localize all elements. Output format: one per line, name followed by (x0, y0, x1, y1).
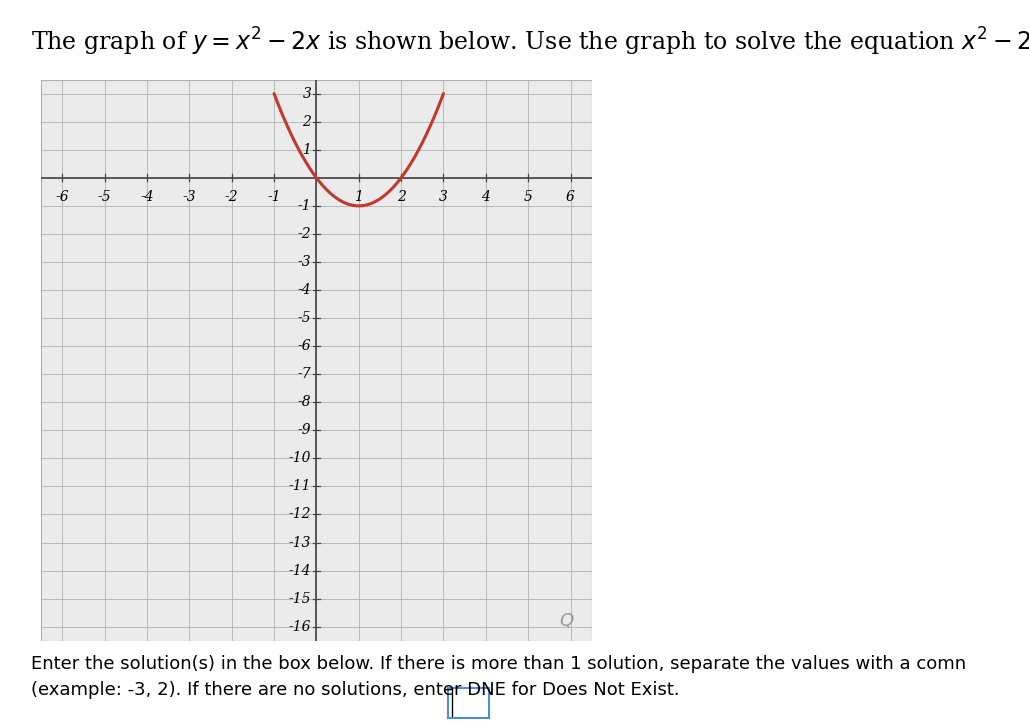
Text: Enter the solution(s) in the box below. If there is more than 1 solution, separa: Enter the solution(s) in the box below. … (31, 655, 966, 673)
Text: -8: -8 (297, 395, 312, 409)
Text: -3: -3 (297, 255, 312, 269)
Text: 5: 5 (524, 190, 533, 204)
Text: -9: -9 (297, 424, 312, 437)
Text: 1: 1 (354, 190, 363, 204)
Text: -13: -13 (289, 536, 312, 550)
Text: -10: -10 (289, 451, 312, 466)
Text: -3: -3 (182, 190, 197, 204)
Text: -6: -6 (56, 190, 69, 204)
Text: 2: 2 (396, 190, 405, 204)
Text: -2: -2 (225, 190, 239, 204)
Text: Q: Q (559, 612, 573, 629)
Text: -12: -12 (289, 508, 312, 521)
Text: 3: 3 (303, 87, 312, 101)
Text: 6: 6 (566, 190, 575, 204)
Text: -4: -4 (297, 283, 312, 297)
Text: -7: -7 (297, 367, 312, 382)
Text: 2: 2 (303, 114, 312, 129)
Text: 1: 1 (303, 143, 312, 157)
Text: (example: -3, 2). If there are no solutions, enter DNE for Does Not Exist.: (example: -3, 2). If there are no soluti… (31, 681, 679, 699)
Text: -11: -11 (289, 479, 312, 494)
Text: 3: 3 (439, 190, 448, 204)
Text: -2: -2 (297, 227, 312, 241)
Text: -15: -15 (289, 592, 312, 606)
Text: -14: -14 (289, 563, 312, 578)
Text: -1: -1 (297, 199, 312, 213)
Text: -16: -16 (289, 620, 312, 634)
Text: -5: -5 (98, 190, 111, 204)
Text: -4: -4 (140, 190, 154, 204)
Text: The graph of $y=x^2-2x$ is shown below. Use the graph to solve the equation $x^2: The graph of $y=x^2-2x$ is shown below. … (31, 25, 1029, 57)
Text: 4: 4 (482, 190, 490, 204)
Text: -6: -6 (297, 339, 312, 353)
Text: -1: -1 (268, 190, 281, 204)
Text: -5: -5 (297, 311, 312, 325)
